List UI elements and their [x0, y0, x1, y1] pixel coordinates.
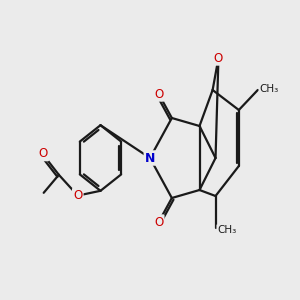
Text: O: O [154, 88, 164, 100]
Text: N: N [145, 152, 155, 164]
Text: CH₃: CH₃ [217, 225, 236, 235]
Text: O: O [154, 215, 164, 229]
Text: CH₃: CH₃ [259, 84, 278, 94]
Text: O: O [214, 52, 223, 64]
Text: O: O [39, 147, 48, 160]
Text: O: O [73, 189, 83, 202]
